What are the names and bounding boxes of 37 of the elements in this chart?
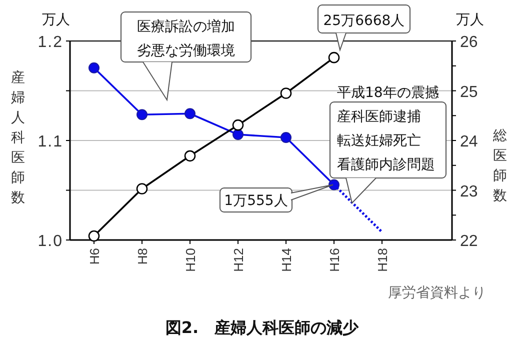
y2-tick-label: 22: [460, 233, 478, 250]
point: [136, 183, 148, 194]
y2-tick-label: 26: [460, 34, 478, 51]
point: [88, 230, 100, 242]
y-axis-title: 産婦人科医師数: [11, 70, 25, 206]
y2-axis-title: 総医師数: [492, 128, 507, 204]
annotation: 1万555人: [224, 193, 288, 209]
point: [184, 108, 196, 120]
x-tick-label: H6: [87, 248, 102, 265]
point: [280, 132, 292, 144]
y2-tick-label: 23: [460, 183, 478, 200]
y-tick-label: 1.0: [38, 233, 63, 250]
text: 厚労省資料より: [388, 285, 486, 301]
point: [136, 109, 148, 120]
point: [280, 88, 292, 99]
x-tick-label: H18: [375, 248, 390, 272]
annotation: 産科医師逮捕転送妊婦死亡看護師内診問題: [337, 109, 435, 173]
y2-tick-label: 25: [460, 84, 478, 101]
y-tick-label: 1.1: [38, 134, 63, 150]
y2-tick-label: 24: [460, 134, 478, 150]
point: [232, 119, 244, 131]
text: 万人: [456, 12, 484, 28]
y-tick-label: 1.2: [38, 34, 63, 51]
point: [184, 150, 196, 162]
text: 25万6668人: [323, 13, 405, 29]
annotation: 医療訴訟の増加劣悪な労働環境: [137, 18, 235, 59]
x-tick-label: H14: [279, 248, 294, 272]
point: [328, 52, 340, 64]
text: 図2. 産婦人科医師の減少: [165, 318, 360, 337]
x-tick-label: H10: [183, 248, 198, 272]
x-tick-label: H12: [231, 248, 246, 272]
text: 万人: [42, 12, 70, 28]
point: [88, 62, 100, 74]
x-tick-label: H8: [135, 248, 150, 265]
annotation: 平成18年の震撼: [337, 85, 439, 101]
x-tick-label: H16: [327, 248, 342, 272]
point: [232, 129, 244, 140]
